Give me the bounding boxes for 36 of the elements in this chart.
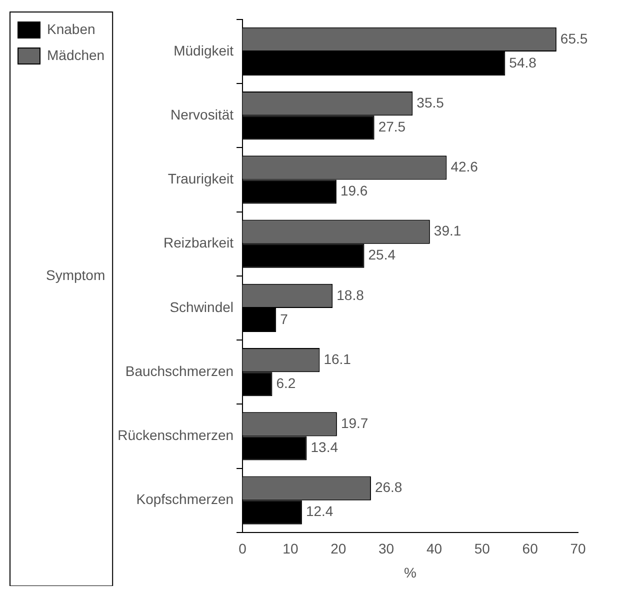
x-tick-label: 20 [330,540,346,557]
data-label: 27.5 [378,118,406,134]
data-label: 6.2 [276,374,296,391]
data-label: 12.4 [306,503,334,520]
x-tick-label: 60 [522,540,538,557]
x-tick-label: 10 [282,540,298,557]
data-label: 42.6 [450,158,478,175]
x-tick-label: 0 [238,540,247,557]
y-tick-label: Schwindel [170,298,234,315]
y-tick-label: Traurigkeit [168,170,234,187]
data-label: 65.5 [560,30,588,46]
legend-label: Mädchen [47,46,105,63]
y-tick-label: Rückenschmerzen [118,427,234,444]
data-label: 54.8 [509,54,537,70]
x-tick-label: 70 [570,540,586,557]
data-label: 26.8 [374,479,402,496]
x-tick-label: 30 [378,540,394,557]
data-label: 18.8 [336,286,364,303]
y-tick-label: Reizbarkeit [164,234,234,251]
data-label: 7 [280,310,288,327]
y-tick-label: Nervosität [170,106,234,122]
data-label: 25.4 [368,246,396,263]
data-label: 35.5 [416,94,444,110]
y-axis-title: Symptom [46,266,106,283]
data-label: 16.1 [324,350,352,367]
y-tick-label: Bauchschmerzen [125,362,234,379]
x-tick-label: 50 [474,540,490,557]
y-tick-label: Kopfschmerzen [136,491,234,508]
x-axis-title: % [404,564,416,580]
data-label: 19.7 [340,415,368,432]
data-label: 13.4 [310,439,338,456]
y-tick-label: Müdigkeit [174,42,234,58]
data-label: 19.6 [340,182,368,199]
x-tick-label: 40 [426,540,442,557]
data-label: 39.1 [434,222,462,239]
legend-label: Knaben [47,20,96,37]
